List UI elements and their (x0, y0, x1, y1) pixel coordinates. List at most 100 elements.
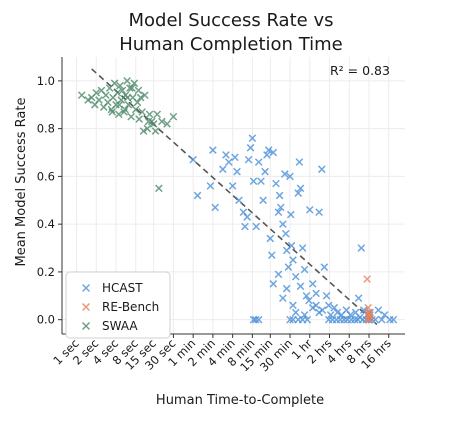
data-point-hcast (298, 244, 307, 252)
data-point-swaa (145, 110, 154, 119)
data-point-swaa (158, 117, 166, 126)
x-axis-label: Human Time-to-Complete (156, 393, 324, 408)
data-point-swaa (118, 86, 127, 95)
data-point-hcast (308, 280, 317, 288)
data-point-swaa (124, 100, 133, 109)
data-point-hcast (259, 196, 267, 205)
data-point-hcast (243, 213, 252, 221)
data-point-hcast (291, 308, 300, 317)
legend-box (65, 271, 171, 339)
data-point-hcast (257, 177, 265, 186)
data-point-hcast (281, 229, 290, 238)
y-tick-label: 0.0 (37, 313, 55, 327)
data-point-hcast (300, 265, 309, 274)
data-point-swaa (84, 96, 92, 104)
data-point-hcast (287, 241, 296, 250)
data-point-swaa (133, 98, 142, 107)
data-point-hcast (206, 182, 215, 190)
data-point-re-bench (366, 311, 374, 319)
data-point-hcast (320, 263, 329, 271)
data-point-hcast (282, 284, 291, 293)
data-point-hcast (333, 308, 342, 317)
chart-title-line-2: Human Completion Time (119, 34, 343, 55)
data-point-hcast (330, 303, 339, 312)
data-point-hcast (280, 170, 289, 178)
data-point-hcast (296, 282, 305, 291)
data-point-swaa (163, 120, 171, 128)
chart-title-line-1: Model Success Rate vs (129, 10, 334, 31)
y-tick-label: 0.2 (37, 265, 55, 279)
data-point-hcast (305, 296, 313, 305)
data-point-hcast (279, 220, 287, 228)
data-point-hcast (377, 315, 386, 324)
data-point-swaa (144, 117, 153, 126)
data-point-hcast (254, 315, 263, 324)
data-point-hcast (305, 205, 314, 214)
data-point-hcast (274, 208, 283, 217)
data-point-hcast (289, 301, 297, 310)
data-point-hcast (350, 315, 359, 324)
data-point-swaa (92, 88, 101, 97)
data-point-hcast (261, 167, 269, 176)
data-point-swaa (114, 110, 123, 119)
data-point-swaa (113, 88, 122, 97)
legend-label-re-bench: RE-Bench (102, 300, 159, 314)
data-point-hcast (274, 270, 283, 279)
y-axis-ticks: 0.0 0.2 0.4 0.6 0.8 1.0 (37, 74, 62, 327)
data-point-swaa (138, 108, 146, 116)
data-point-hcast (286, 315, 294, 324)
data-point-re-bench (363, 275, 371, 283)
data-point-swaa (169, 112, 178, 121)
data-point-hcast (233, 167, 241, 176)
data-point-hcast (315, 208, 323, 217)
data-point-hcast (267, 251, 276, 260)
data-point-swaa (127, 112, 135, 121)
legend: HCAST RE-Bench SWAA (65, 271, 171, 339)
y-tick-label: 0.8 (37, 122, 55, 136)
data-point-hcast (303, 315, 312, 324)
data-point-hcast (272, 179, 280, 188)
data-point-hcast (296, 184, 305, 193)
data-point-hcast (228, 182, 237, 190)
data-point-swaa (139, 127, 148, 135)
data-point-swaa (95, 96, 103, 104)
data-point-hcast (189, 155, 197, 164)
data-point-swaa (153, 110, 162, 119)
legend-marker-swaa (81, 321, 91, 331)
data-point-swaa (128, 84, 136, 92)
data-point-hcast (235, 196, 243, 205)
data-point-hcast (222, 151, 230, 159)
data-point-hcast (225, 158, 233, 166)
data-point-hcast (275, 191, 284, 200)
data-point-hcast (248, 134, 257, 143)
data-point-hcast (354, 294, 363, 303)
grid-lines (62, 57, 405, 334)
data-point-hcast (244, 155, 253, 164)
data-point-hcast (374, 306, 383, 314)
data-point-swaa (123, 93, 132, 102)
chart-title: Model Success Rate vs Human Completion T… (119, 10, 343, 55)
data-point-hcast (295, 158, 304, 166)
data-point-swaa (155, 184, 163, 193)
data-point-hcast (318, 306, 327, 314)
data-point-swaa (141, 91, 149, 100)
data-point-hcast (249, 177, 258, 186)
data-point-hcast (279, 294, 287, 303)
legend-marker-re-bench (81, 302, 91, 312)
y-tick-label: 0.6 (37, 169, 55, 183)
data-point-hcast (231, 153, 239, 162)
data-point-hcast (264, 146, 273, 154)
data-point-swaa (134, 86, 143, 95)
legend-label-hcast: HCAST (102, 281, 143, 295)
data-point-hcast (251, 315, 260, 324)
data-point-swaa (110, 79, 119, 88)
data-point-hcast (269, 148, 278, 157)
data-point-hcast (263, 151, 271, 159)
data-point-swaa (121, 105, 129, 114)
data-point-hcast (302, 291, 311, 300)
data-point-swaa (135, 115, 143, 123)
data-point-hcast (312, 301, 320, 310)
data-point-hcast (193, 191, 202, 200)
